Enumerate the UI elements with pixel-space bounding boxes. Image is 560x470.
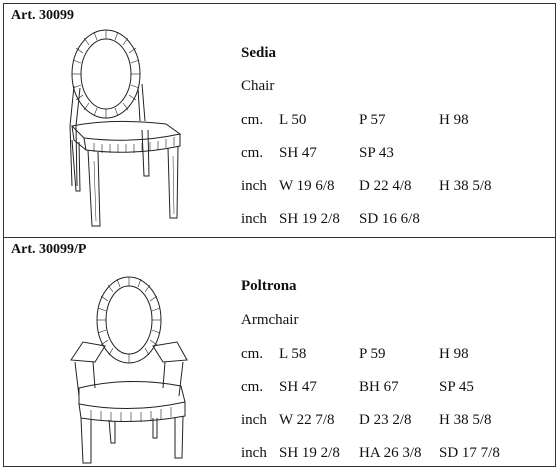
- dimension-value: H 38 5/8: [439, 178, 492, 194]
- dimension-value: SH 19 2/8: [279, 445, 340, 461]
- dimension-value: BH 67: [359, 379, 399, 395]
- product-translation: Armchair: [241, 312, 299, 328]
- dimension-value: SD 16 6/8: [359, 211, 420, 227]
- dimension-value: SD 17 7/8: [439, 445, 500, 461]
- unit-label: cm.: [241, 112, 264, 128]
- unit-label: inch: [241, 178, 267, 194]
- unit-label: inch: [241, 445, 267, 461]
- dimension-value: SP 43: [359, 145, 394, 161]
- dimension-value: SH 47: [279, 145, 317, 161]
- unit-label: inch: [241, 211, 267, 227]
- dimension-value: H 98: [439, 346, 469, 362]
- chair-illustration: [69, 29, 182, 227]
- dimension-value: L 58: [279, 346, 307, 362]
- dimension-value: L 50: [279, 112, 307, 128]
- dimension-value: W 22 7/8: [279, 412, 335, 428]
- dimension-value: HA 26 3/8: [359, 445, 422, 461]
- article-number: Art. 30099/P: [11, 242, 87, 257]
- dimension-value: P 59: [359, 346, 386, 362]
- unit-label: cm.: [241, 145, 264, 161]
- unit-label: cm.: [241, 346, 264, 362]
- dimension-value: H 38 5/8: [439, 412, 492, 428]
- dimension-value: SH 19 2/8: [279, 211, 340, 227]
- article-number: Art. 30099: [11, 8, 74, 23]
- product-name: Sedia: [241, 45, 277, 61]
- dimension-value: P 57: [359, 112, 386, 128]
- unit-label: inch: [241, 412, 267, 428]
- unit-label: cm.: [241, 379, 264, 395]
- product-section-armchair: Art. 30099/P: [4, 238, 555, 468]
- product-sheet: Art. 30099: [3, 3, 556, 467]
- dimension-value: W 19 6/8: [279, 178, 335, 194]
- product-section-chair: Art. 30099: [4, 4, 555, 238]
- product-translation: Chair: [241, 78, 275, 94]
- dimension-value: D 22 4/8: [359, 178, 412, 194]
- dimension-value: SH 47: [279, 379, 317, 395]
- dimension-value: D 23 2/8: [359, 412, 412, 428]
- dimension-value: SP 45: [439, 379, 474, 395]
- armchair-illustration: [70, 276, 188, 464]
- product-name: Poltrona: [241, 278, 297, 294]
- dimension-value: H 98: [439, 112, 469, 128]
